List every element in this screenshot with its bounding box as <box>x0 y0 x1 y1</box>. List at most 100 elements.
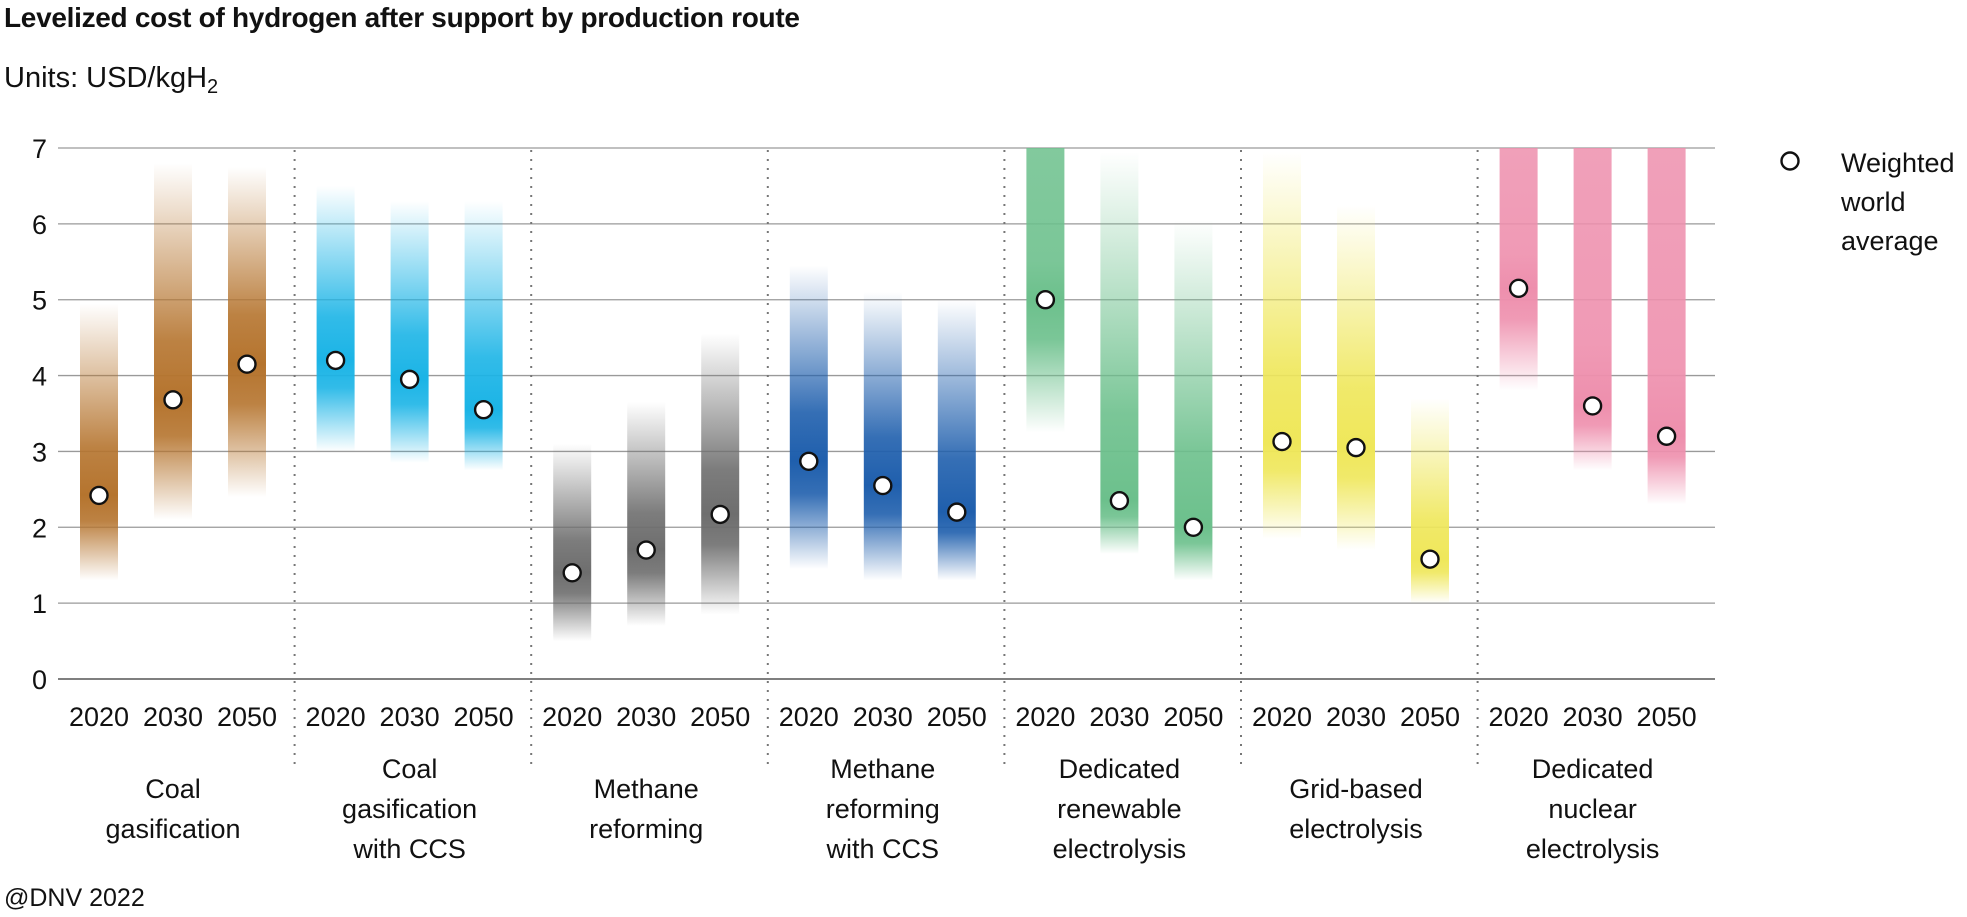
route-label: Methane <box>594 774 699 804</box>
year-label: 2020 <box>69 702 129 732</box>
weighted-average-marker <box>237 354 257 374</box>
weighted-average-marker <box>89 485 109 506</box>
route-label: Dedicated <box>1059 754 1181 784</box>
weighted-average-marker <box>636 540 656 560</box>
range-bar <box>1499 148 1538 391</box>
y-tick-label: 0 <box>32 665 47 695</box>
range-bar <box>1100 151 1139 554</box>
range-bar <box>1411 398 1449 604</box>
group-separators <box>293 150 1479 768</box>
weighted-average-marker <box>1420 549 1440 569</box>
range-bar <box>154 163 192 520</box>
weighted-average-marker <box>1109 491 1130 511</box>
weighted-average-marker <box>325 350 346 371</box>
weighted-average-marker <box>799 451 819 471</box>
year-label: 2020 <box>542 702 602 732</box>
range-bars <box>80 148 1686 642</box>
year-label: 2050 <box>1637 702 1697 732</box>
route-label: Methane <box>830 754 935 784</box>
weighted-average-marker <box>710 504 730 525</box>
route-label: reforming <box>826 794 940 824</box>
range-bar <box>553 443 592 642</box>
route-label: electrolysis <box>1289 814 1423 844</box>
y-tick-label: 5 <box>32 286 47 316</box>
route-label: gasification <box>342 794 477 824</box>
year-label: 2050 <box>454 702 514 732</box>
year-label: 2020 <box>306 702 366 732</box>
weighted-average-marker <box>1656 426 1677 446</box>
units-label: Units: USD/kgH2 <box>4 62 218 99</box>
chart-title: Levelized cost of hydrogen after support… <box>4 2 800 33</box>
range-bar <box>1573 148 1612 471</box>
range-bar <box>228 166 266 497</box>
weighted-average-marker <box>1183 517 1204 537</box>
y-tick-label: 4 <box>32 362 47 392</box>
range-bar <box>1263 151 1301 539</box>
route-label: Coal <box>145 774 201 804</box>
copyright-credit: @DNV 2022 <box>4 884 145 912</box>
year-label: 2030 <box>853 702 913 732</box>
route-label: Dedicated <box>1532 754 1654 784</box>
year-label: 2020 <box>1489 702 1549 732</box>
weighted-average-marker <box>947 502 967 522</box>
year-label: 2050 <box>690 702 750 732</box>
year-label: 2050 <box>217 702 277 732</box>
range-bar <box>937 299 976 581</box>
weighted-average-marker <box>1582 396 1603 416</box>
legend-marker <box>1780 151 1800 171</box>
route-label: electrolysis <box>1526 834 1660 864</box>
route-label: electrolysis <box>1053 834 1187 864</box>
range-bar <box>1337 204 1375 551</box>
range-bar <box>1647 148 1686 505</box>
range-bar <box>627 402 666 626</box>
weighted-average-marker <box>1508 278 1529 299</box>
y-tick-label: 3 <box>32 437 47 467</box>
units-prefix: Units: USD/kgH <box>4 62 208 94</box>
route-label: reforming <box>589 814 703 844</box>
range-bar <box>80 303 118 581</box>
route-label: with CCS <box>826 834 940 864</box>
average-markers <box>89 278 1677 583</box>
weighted-average-marker <box>562 563 582 583</box>
year-label: 2050 <box>1163 702 1223 732</box>
year-label: 2020 <box>1015 702 1075 732</box>
year-label: 2020 <box>779 702 839 732</box>
axis-labels: 0 1 2 3 4 5 6 7 2020 2030 2050 Coal gasification 2020… <box>32 134 1697 864</box>
weighted-average-marker <box>399 369 420 390</box>
range-bar <box>863 292 902 581</box>
range-bar <box>789 265 828 570</box>
weighted-average-marker <box>1035 290 1056 310</box>
range-bar <box>701 333 740 615</box>
year-label: 2030 <box>1089 702 1149 732</box>
y-tick-label: 6 <box>32 210 47 240</box>
legend: Weighted world average <box>1780 148 1955 256</box>
route-label: Grid-based <box>1289 774 1423 804</box>
route-label: gasification <box>105 814 240 844</box>
range-bar <box>464 201 503 471</box>
legend-label: Weighted <box>1841 148 1955 178</box>
year-label: 2030 <box>1326 702 1386 732</box>
units-subscript: 2 <box>207 76 219 98</box>
weighted-average-marker <box>873 475 893 496</box>
range-bar <box>316 185 355 452</box>
weighted-average-marker <box>473 400 494 420</box>
year-label: 2050 <box>927 702 987 732</box>
year-label: 2030 <box>380 702 440 732</box>
weighted-average-marker <box>163 390 183 410</box>
range-bar <box>390 201 429 463</box>
y-tick-label: 1 <box>32 589 47 619</box>
year-label: 2030 <box>1563 702 1623 732</box>
y-tick-label: 7 <box>32 134 47 164</box>
route-label: Coal <box>382 754 438 784</box>
y-tick-label: 2 <box>32 513 47 543</box>
year-label: 2050 <box>1400 702 1460 732</box>
route-label: renewable <box>1057 794 1182 824</box>
weighted-average-marker <box>1272 431 1292 452</box>
year-label: 2030 <box>616 702 676 732</box>
weighted-average-marker <box>1346 437 1366 458</box>
legend-label: average <box>1841 226 1939 256</box>
route-label: with CCS <box>352 834 466 864</box>
route-label: nuclear <box>1548 794 1637 824</box>
legend-label: world <box>1840 187 1906 217</box>
